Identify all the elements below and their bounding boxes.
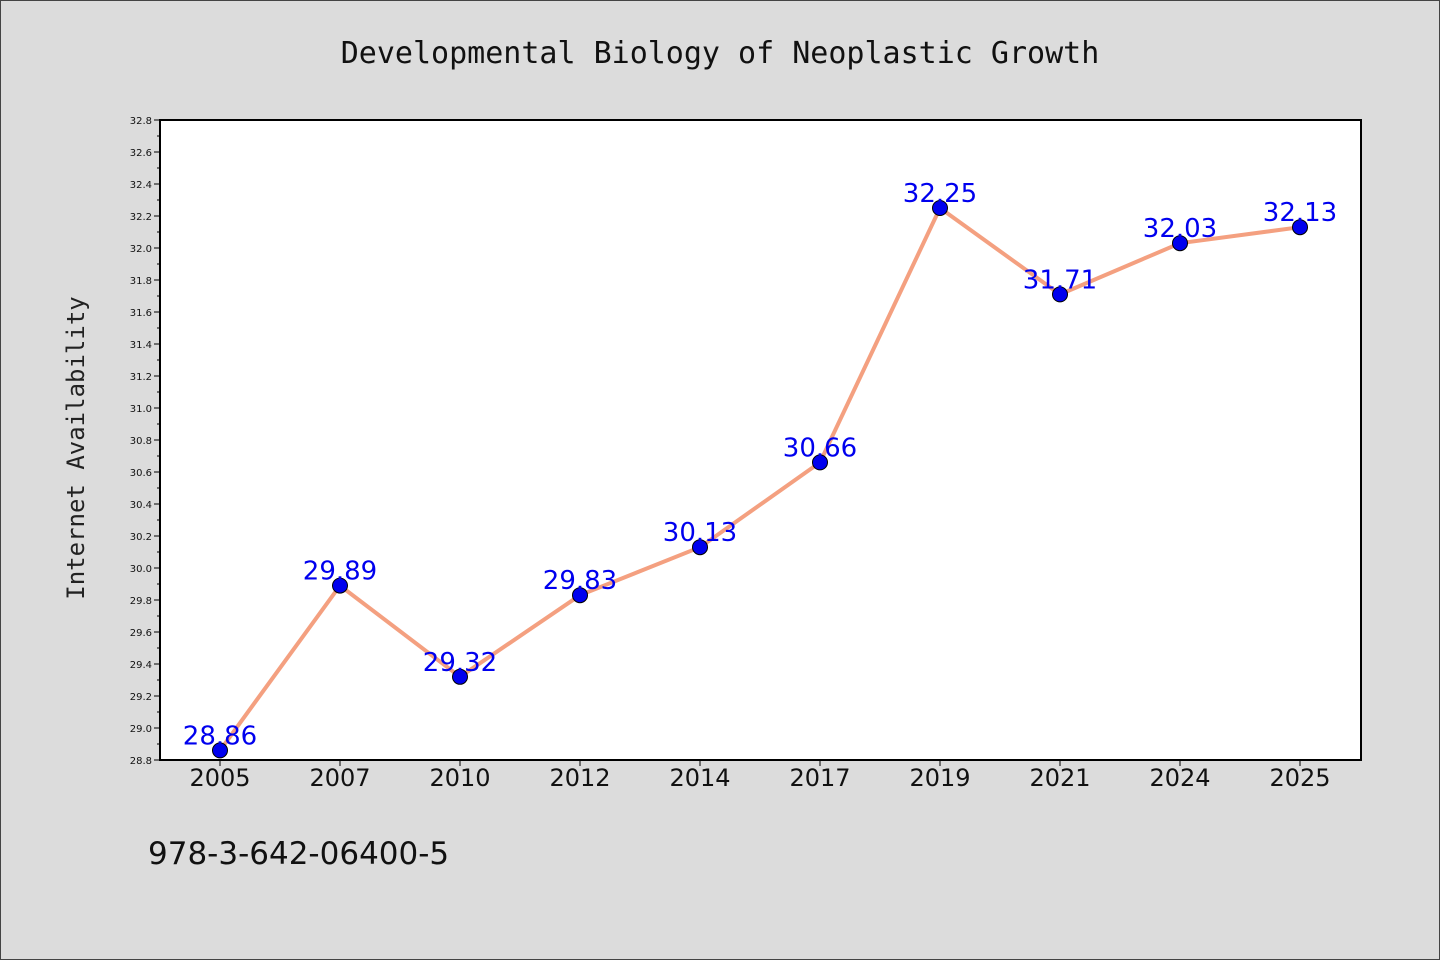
data-label: 28.86 <box>183 721 257 751</box>
y-tick-label: 32.0 <box>130 244 152 255</box>
y-tick-label: 29.2 <box>130 692 152 703</box>
y-tick-label: 29.4 <box>130 660 152 671</box>
data-label: 32.25 <box>903 179 977 209</box>
x-tick-label: 2014 <box>669 764 730 792</box>
y-axis-label: Internet Availability <box>62 296 90 599</box>
y-tick-label: 30.0 <box>130 564 152 575</box>
data-point <box>212 742 228 759</box>
y-tick-label: 30.2 <box>130 532 152 543</box>
data-label: 29.89 <box>303 557 377 587</box>
data-point <box>452 668 468 685</box>
chart-title: Developmental Biology of Neoplastic Grow… <box>341 36 1100 71</box>
y-tick-label: 32.6 <box>130 148 152 159</box>
x-tick-label: 2005 <box>189 764 250 792</box>
y-tick-label: 31.0 <box>130 404 152 415</box>
data-label: 30.66 <box>783 433 857 463</box>
data-point <box>1052 286 1068 303</box>
y-tick-label: 31.4 <box>130 340 152 351</box>
data-label: 32.13 <box>1263 198 1337 228</box>
series-line <box>218 206 1302 753</box>
x-axis-ticks: 2005 2007 2010 2012 2014 2017 2019 2021 2024 2025 <box>189 760 1331 792</box>
data-point <box>1292 219 1308 236</box>
data-point <box>692 539 708 556</box>
data-label: 29.32 <box>423 648 497 678</box>
x-tick-label: 2017 <box>789 764 850 792</box>
y-tick-label: 32.4 <box>130 180 152 191</box>
x-tick-label: 2007 <box>309 764 370 792</box>
y-tick-label: 29.6 <box>130 628 152 639</box>
data-label: 29.83 <box>543 566 617 596</box>
x-tick-label: 2024 <box>1149 764 1210 792</box>
y-tick-label: 30.6 <box>130 468 152 479</box>
data-point <box>572 587 588 604</box>
data-point <box>932 200 948 216</box>
series-line-group: 28.86 29.89 29.32 29.83 30.13 30.66 32.25 31.71… <box>183 179 1337 759</box>
data-label: 31.71 <box>1023 265 1097 295</box>
data-label: 30.13 <box>663 518 737 548</box>
x-tick-label: 2010 <box>429 764 490 792</box>
data-point <box>332 577 348 594</box>
y-tick-label: 30.8 <box>130 436 152 447</box>
y-tick-label: 31.2 <box>130 372 152 383</box>
y-axis-ticks: 28.8 29.0 29.2 29.4 29.6 29.8 30.0 30.2 30.4 30.6… <box>130 116 160 767</box>
y-tick-label: 29.8 <box>130 596 152 607</box>
x-tick-label: 2025 <box>1269 764 1330 792</box>
x-tick-label: 2012 <box>549 764 610 792</box>
x-tick-label: 2021 <box>1029 764 1090 792</box>
x-tick-label: 2019 <box>909 764 970 792</box>
plot-area <box>159 119 1362 761</box>
y-tick-label: 29.0 <box>130 724 152 735</box>
y-tick-label: 31.8 <box>130 276 152 287</box>
y-tick-label: 30.4 <box>130 500 152 511</box>
y-tick-label: 32.2 <box>130 212 152 223</box>
y-tick-label: 32.8 <box>130 116 152 127</box>
isbn-text: 978-3-642-06400-5 <box>148 836 449 872</box>
data-point <box>1172 235 1188 252</box>
y-tick-label: 31.6 <box>130 308 152 319</box>
data-point <box>812 454 828 471</box>
y-tick-label: 28.8 <box>130 756 152 767</box>
data-label: 32.03 <box>1143 214 1217 244</box>
